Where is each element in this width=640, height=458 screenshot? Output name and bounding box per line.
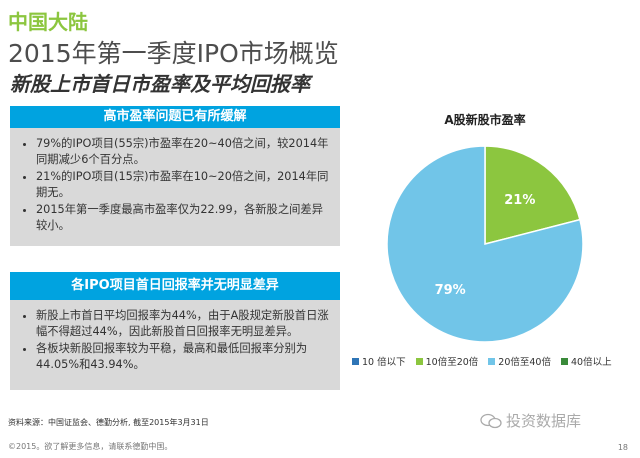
slice-label: 79% [435, 283, 466, 298]
bullet-item: 新股上市首日平均回报率为44%，由于A股规定新股首日涨幅不得超过44%，因此新股… [36, 308, 332, 339]
info-panel-pe: 高市盈率问题已有所缓解 79%的IPO项目(55宗)市盈率在20~40倍之间，较… [10, 106, 340, 246]
legend-label: 10倍至20倍 [425, 357, 479, 368]
wechat-icon [480, 413, 502, 428]
bullet-list: 79%的IPO项目(55宗)市盈率在20~40倍之间，较2014年同期减少6个百… [10, 128, 340, 243]
bullet-list: 新股上市首日平均回报率为44%，由于A股规定新股首日涨幅不得超过44%，因此新股… [10, 300, 340, 382]
pie-slice [484, 145, 581, 245]
legend-item: 40倍以上 [560, 354, 612, 368]
panel-heading: 高市盈率问题已有所缓解 [10, 106, 340, 128]
pie-chart: A股新股市盈率 21% 79% [386, 112, 584, 343]
legend-item: 20倍至40倍 [488, 354, 551, 368]
region-label: 中国大陆 [8, 10, 88, 34]
bullet-item: 2015年第一季度最高市盈率仅为22.99，各新股之间差异较小。 [36, 202, 332, 233]
legend-swatch [560, 357, 568, 365]
legend-label: 10 倍以下 [362, 357, 406, 368]
page-subtitle: 新股上市首日市盈率及平均回报率 [10, 72, 310, 96]
legend-swatch [352, 357, 359, 365]
panel-heading: 各IPO项目首日回报率并无明显差异 [10, 272, 340, 300]
bullet-item: 21%的IPO项目(15宗)市盈率在10~20倍之间，2014年同期无。 [36, 169, 332, 200]
bullet-item: 79%的IPO项目(55宗)市盈率在20~40倍之间，较2014年同期减少6个百… [36, 136, 332, 167]
legend-label: 40倍以上 [570, 357, 612, 368]
page-title: 2015年第一季度IPO市场概览 [8, 39, 339, 68]
legend-swatch [415, 357, 423, 365]
watermark-text: 投资数据库 [506, 412, 582, 430]
legend-label: 20倍至40倍 [498, 357, 551, 368]
chart-title: A股新股市盈率 [444, 112, 525, 127]
source-note: 资料来源：中国证监会、德勤分析, 截至2015年3月31日 [8, 418, 209, 427]
copyright-note: ©2015。欲了解更多信息，请联系德勤中国。 [8, 442, 173, 451]
legend-item: 10 倍以下 [352, 354, 406, 368]
slice-label: 21% [504, 193, 535, 208]
legend-item: 10倍至20倍 [415, 354, 479, 368]
bullet-item: 各板块新股回报率较为平稳，最高和最低回报率分别为44.05%和43.94%。 [36, 341, 332, 372]
chart-legend: 10 倍以下 10倍至20倍 20倍至40倍 40倍以上 [352, 354, 612, 368]
info-panel-return: 各IPO项目首日回报率并无明显差异 新股上市首日平均回报率为44%，由于A股规定… [10, 272, 340, 390]
watermark: 投资数据库 [480, 410, 581, 431]
pie-slices: 21% 79% [386, 145, 584, 343]
page-number: 18 [617, 443, 628, 452]
pie-slice [386, 145, 584, 343]
legend-swatch [488, 357, 496, 365]
